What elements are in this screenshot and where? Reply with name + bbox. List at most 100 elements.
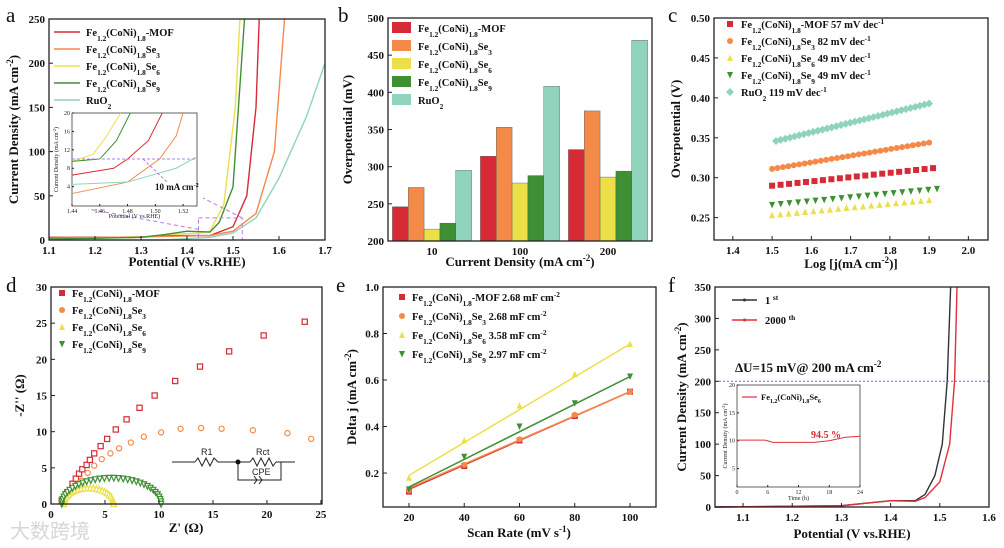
data-point xyxy=(140,433,148,440)
data-point xyxy=(100,475,108,483)
legend-label: Fe1.2(CoNi)1.8Se6 xyxy=(72,323,146,338)
y-tick-label: 0.50 xyxy=(691,13,711,25)
bar xyxy=(599,176,617,242)
data-point xyxy=(845,174,852,181)
wire xyxy=(237,462,282,481)
y-tick-label: 25 xyxy=(36,318,48,330)
data-point xyxy=(114,475,123,483)
data-point xyxy=(881,190,888,198)
data-point xyxy=(855,151,862,158)
y-tick-label: 0 xyxy=(40,235,46,247)
data-point xyxy=(877,147,884,154)
data-point xyxy=(887,169,894,176)
data-point xyxy=(225,348,233,355)
series-line xyxy=(714,286,958,508)
legend-label: RuO2 xyxy=(418,96,444,111)
y-tick-label: 0.45 xyxy=(691,53,711,65)
x-tick-label: 1.5 xyxy=(765,245,779,257)
data-point xyxy=(860,202,867,210)
inset-y-axis-title: Current Density (mA cm-2) xyxy=(721,404,730,469)
data-point xyxy=(829,195,836,203)
legend-swatch xyxy=(392,94,411,105)
data-point xyxy=(779,164,786,171)
y-axis-title: Overpotential (V) xyxy=(668,80,683,179)
legend-label: Fe1.2(CoNi)1.8-MOF xyxy=(86,28,174,43)
y-tick-label: 0 xyxy=(42,499,48,511)
legend-label: RuO2 xyxy=(86,96,112,111)
x-tick-label: 1.7 xyxy=(318,245,332,257)
bar xyxy=(408,187,425,242)
y-tick-label: 300 xyxy=(695,313,712,325)
inset-x-axis-title: Potential (V vs.RHE) xyxy=(109,213,160,220)
data-point xyxy=(777,201,784,208)
legend-label: Fe1.2(CoNi)1.8Se3 xyxy=(418,42,492,57)
data-point xyxy=(461,461,468,468)
data-point xyxy=(839,154,846,161)
data-point xyxy=(930,165,937,172)
data-point xyxy=(571,370,578,378)
delta-u-annotation: ΔU=15 mV@ 200 mA cm-2 xyxy=(735,359,882,375)
data-point xyxy=(68,484,76,493)
bar xyxy=(543,86,560,242)
fit-line xyxy=(408,375,631,488)
data-point xyxy=(802,178,809,185)
resistor-r1 xyxy=(194,456,219,468)
data-point xyxy=(866,149,873,156)
data-point xyxy=(75,470,83,477)
x-tick-label: 15 xyxy=(207,509,219,521)
data-point xyxy=(151,392,158,399)
data-point xyxy=(405,486,412,493)
legend-label: Fe1.2(CoNi)1.8-MOF xyxy=(418,24,506,39)
legend-marker xyxy=(59,307,65,313)
data-point xyxy=(828,176,835,183)
data-point xyxy=(884,200,891,208)
panel-b xyxy=(392,22,648,242)
data-point xyxy=(786,180,793,187)
panel-label: a xyxy=(6,3,16,27)
legend-label: Fe1.2(CoNi)1.8Se3 xyxy=(72,306,146,321)
data-point xyxy=(795,199,802,206)
zoom-arrow xyxy=(87,208,199,230)
data-point xyxy=(882,146,889,153)
data-point xyxy=(516,423,523,431)
data-point xyxy=(920,140,927,147)
bar xyxy=(615,170,632,242)
data-point xyxy=(87,477,95,485)
inset-annotation: 10 mA cm-2 xyxy=(155,182,199,193)
data-point xyxy=(516,402,523,409)
y-tick-label: 20 xyxy=(729,383,735,389)
legend-swatch xyxy=(392,58,411,69)
y-tick-label: 12 xyxy=(64,148,70,154)
legend-label: Fe1.2(CoNi)1.8-MOF 57 mV dec-1 xyxy=(741,17,885,35)
bar xyxy=(392,206,409,242)
x-tick-label: 1.6 xyxy=(804,245,818,257)
zoom-arrow xyxy=(202,197,243,219)
data-point xyxy=(83,478,91,486)
y-tick-label: 0.35 xyxy=(691,133,711,145)
legend-label: Fe1.2(CoNi)1.8-MOF 2.68 mF cm-2 xyxy=(412,290,560,308)
series-line xyxy=(48,18,286,239)
y-tick-label: 10 xyxy=(729,439,735,445)
data-point xyxy=(197,424,205,432)
legend-marker xyxy=(59,341,65,348)
data-point xyxy=(818,206,825,214)
data-point xyxy=(112,426,119,433)
legend-label: Fe1.2(CoNi)1.8Se6 49 mV dec-1 xyxy=(741,51,871,69)
data-point xyxy=(873,191,880,199)
data-point xyxy=(812,197,819,205)
x-tick-label: 0 xyxy=(736,490,739,496)
x-tick-label: 100 xyxy=(622,512,639,524)
y-tick-label: 30 xyxy=(36,282,48,294)
y-tick-label: 250 xyxy=(695,345,712,357)
y-tick-label: 20 xyxy=(36,354,48,366)
data-point xyxy=(826,206,833,213)
legend-marker xyxy=(743,298,746,302)
data-point xyxy=(926,196,933,204)
data-point xyxy=(811,178,818,185)
watermark: 大数跨境 xyxy=(10,519,90,543)
bar xyxy=(455,170,472,242)
x-tick-label: 40 xyxy=(459,512,471,524)
data-point xyxy=(809,127,818,136)
bar xyxy=(423,228,441,242)
data-point xyxy=(91,476,99,484)
